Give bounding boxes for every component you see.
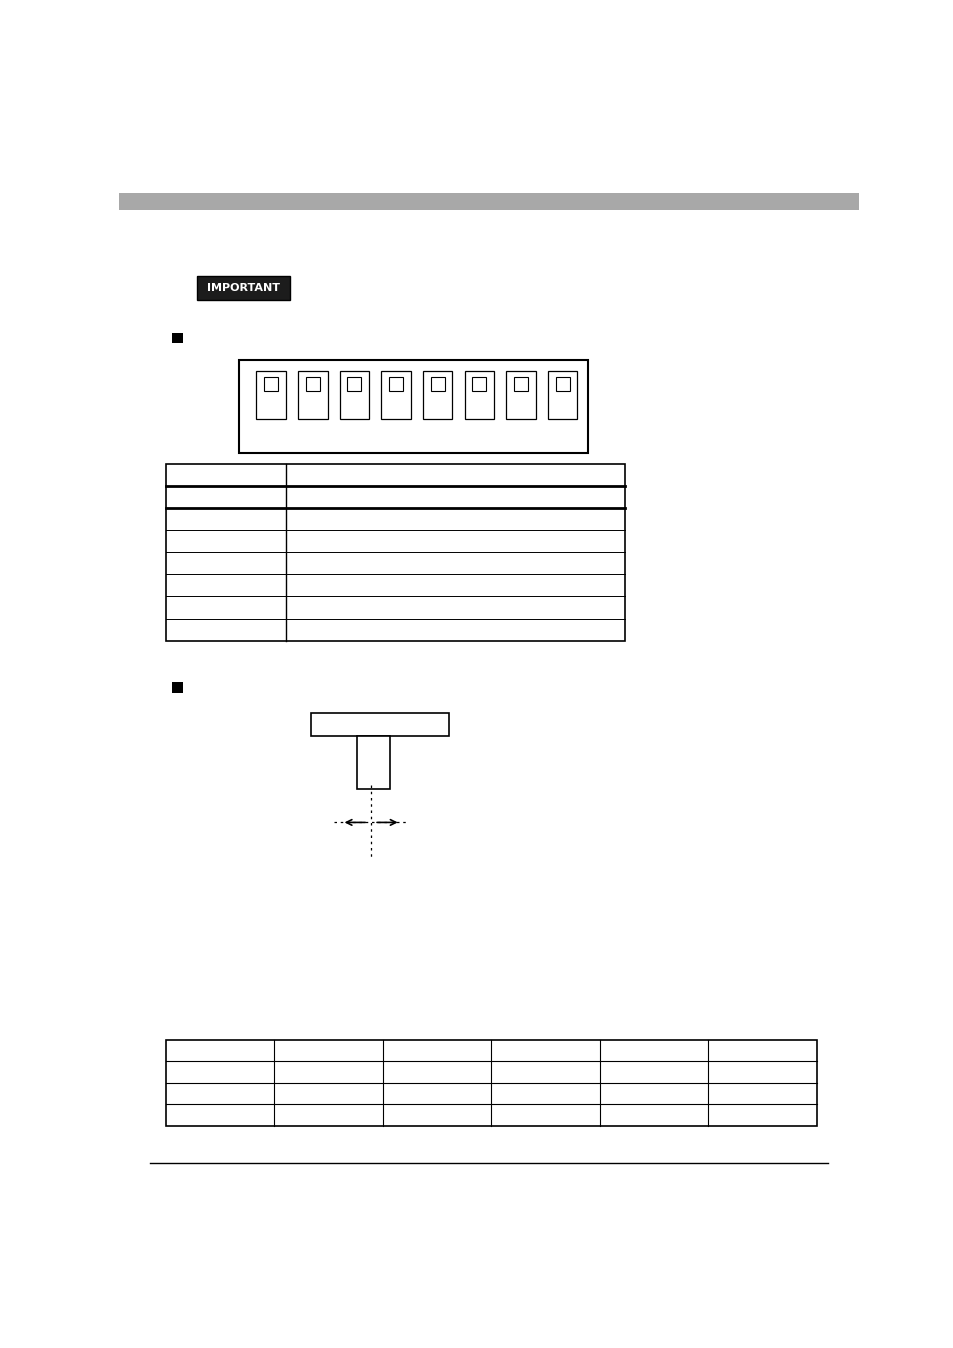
Bar	[547, 371, 577, 419]
Bar	[239, 360, 587, 453]
Bar	[264, 377, 278, 391]
Bar	[555, 377, 569, 391]
Bar	[166, 1039, 816, 1126]
Bar	[172, 682, 183, 693]
Bar	[119, 193, 858, 209]
Bar	[506, 371, 535, 419]
Bar	[196, 276, 290, 301]
Bar	[472, 377, 486, 391]
Text: IMPORTANT: IMPORTANT	[207, 283, 279, 293]
Bar	[339, 371, 369, 419]
Bar	[306, 377, 319, 391]
Bar	[464, 371, 494, 419]
Bar	[311, 713, 449, 736]
Bar	[347, 377, 361, 391]
Bar	[256, 371, 286, 419]
Bar	[422, 371, 452, 419]
Bar	[297, 371, 327, 419]
Bar	[356, 736, 390, 789]
Bar	[430, 377, 444, 391]
Bar	[389, 377, 402, 391]
Bar	[172, 333, 183, 344]
Bar	[514, 377, 527, 391]
Bar	[381, 371, 411, 419]
Bar	[166, 464, 624, 640]
Bar	[196, 276, 290, 301]
